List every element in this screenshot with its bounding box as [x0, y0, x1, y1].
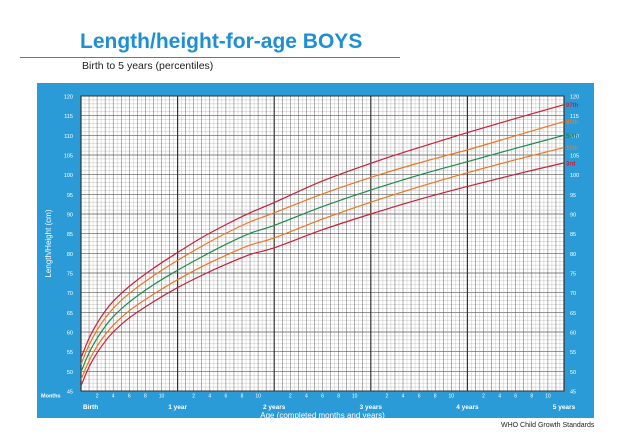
- y-axis-title: Length/Height (cm): [44, 209, 53, 277]
- x-month-tick-label: 4: [305, 394, 308, 400]
- page-title: Length/height-for-age BOYS: [80, 30, 363, 53]
- months-label: Months: [41, 394, 61, 400]
- y-tick-label: 80: [67, 252, 73, 258]
- x-month-tick-label: 10: [545, 394, 551, 400]
- x-year-tick-label: 1 year: [168, 404, 187, 411]
- percentile-label-3rd: 3rd: [566, 161, 576, 167]
- y-tick-label-right: 50: [570, 370, 576, 376]
- x-month-tick-label: 10: [352, 394, 358, 400]
- percentile-label-97th: 97th: [566, 103, 579, 109]
- x-month-tick-label: 6: [128, 394, 131, 400]
- title-underline: [20, 57, 400, 58]
- x-month-tick-label: 10: [449, 394, 455, 400]
- x-month-tick-label: 2: [289, 394, 292, 400]
- x-axis-title: Age (completed months and years): [260, 411, 385, 418]
- x-month-tick-label: 6: [225, 394, 228, 400]
- x-year-tick-label: 2 years: [263, 404, 286, 411]
- x-month-tick-label: 6: [321, 394, 324, 400]
- y-tick-label: 110: [64, 134, 73, 140]
- x-year-tick-label: Birth: [83, 404, 98, 411]
- x-year-tick-label: 5 years: [553, 404, 576, 411]
- y-tick-label-right: 115: [570, 114, 579, 120]
- x-month-tick-label: 10: [255, 394, 261, 400]
- x-month-tick-label: 4: [402, 394, 405, 400]
- y-tick-label-right: 110: [570, 134, 579, 140]
- curve-3rd: [80, 162, 565, 387]
- y-tick-label: 65: [67, 311, 73, 317]
- source-credit: WHO Child Growth Standards: [501, 422, 595, 429]
- y-tick-label: 115: [64, 114, 73, 120]
- y-tick-label: 120: [64, 95, 73, 101]
- curve-50th: [80, 134, 565, 372]
- x-month-tick-label: 6: [514, 394, 517, 400]
- curve-15th: [80, 146, 565, 380]
- y-tick-label: 100: [64, 173, 73, 179]
- x-month-tick-label: 2: [192, 394, 195, 400]
- y-tick-label: 50: [67, 370, 73, 376]
- y-tick-label: 95: [67, 193, 73, 199]
- x-month-tick-label: 8: [144, 394, 147, 400]
- x-month-tick-label: 10: [159, 394, 165, 400]
- x-month-tick-label: 4: [208, 394, 211, 400]
- x-month-tick-label: 2: [96, 394, 99, 400]
- y-tick-label: 105: [64, 154, 73, 160]
- y-tick-label-right: 65: [570, 311, 576, 317]
- x-month-tick-label: 6: [418, 394, 421, 400]
- plot-border: [80, 95, 565, 392]
- page-subtitle: Birth to 5 years (percentiles): [82, 60, 214, 72]
- x-month-tick-label: 8: [434, 394, 437, 400]
- x-month-tick-label: 4: [112, 394, 115, 400]
- y-tick-label: 85: [67, 232, 73, 238]
- curve-97th: [80, 104, 565, 359]
- percentile-label-85th: 85th: [566, 120, 579, 126]
- growth-chart: 45 45 50 50 55 55 60 60 65 65 70 70 75 75 80 80 85 85 90 90…: [41, 95, 579, 419]
- y-tick-label-right: 105: [570, 154, 579, 160]
- x-month-tick-label: 2: [386, 394, 389, 400]
- percentile-label-50th: 50th: [566, 134, 579, 140]
- y-tick-label-right: 95: [570, 193, 576, 199]
- x-month-tick-label: 2: [482, 394, 485, 400]
- x-month-tick-label: 8: [337, 394, 340, 400]
- y-tick-label-right: 75: [570, 272, 576, 278]
- y-tick-label-right: 70: [570, 291, 576, 297]
- curve-85th: [80, 120, 565, 365]
- y-tick-label-right: 55: [570, 350, 576, 356]
- y-tick-label: 90: [67, 213, 73, 219]
- x-month-tick-label: 8: [530, 394, 533, 400]
- y-tick-label-right: 100: [570, 173, 579, 179]
- x-month-tick-label: 4: [498, 394, 501, 400]
- chart-panel: 45 45 50 50 55 55 60 60 65 65 70 70 75 75 80 80 85 85 90 90…: [37, 83, 594, 418]
- x-year-tick-label: 4 years: [456, 404, 479, 411]
- y-tick-label-right: 90: [570, 213, 576, 219]
- y-tick-label: 70: [67, 291, 73, 297]
- y-tick-label: 75: [67, 272, 73, 278]
- y-tick-label-right: 60: [570, 331, 576, 337]
- y-tick-label-right: 45: [570, 390, 576, 396]
- y-tick-label: 60: [67, 331, 73, 337]
- x-month-tick-label: 8: [241, 394, 244, 400]
- x-year-tick-label: 3 years: [360, 404, 383, 411]
- percentile-label-15th: 15th: [566, 146, 579, 152]
- y-tick-label-right: 85: [570, 232, 576, 238]
- y-tick-label: 45: [67, 390, 73, 396]
- y-tick-label-right: 120: [570, 95, 579, 101]
- y-tick-label-right: 80: [570, 252, 576, 258]
- y-tick-label: 55: [67, 350, 73, 356]
